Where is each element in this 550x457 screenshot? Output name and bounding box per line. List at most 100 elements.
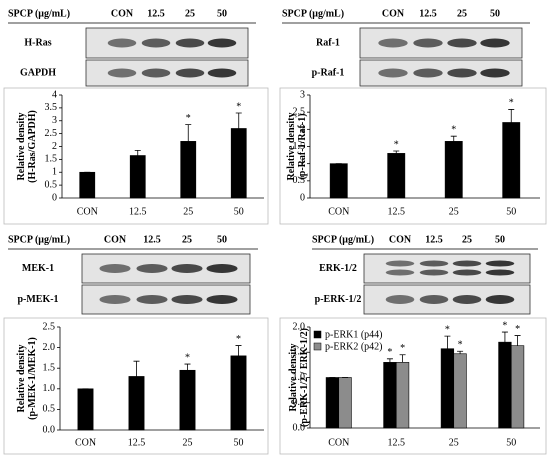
bar [179, 369, 196, 431]
band [206, 264, 238, 273]
lane-label: 12.5 [425, 234, 443, 245]
error-bar [457, 350, 464, 354]
legend-label: p-ERK1 (p44) [325, 329, 383, 340]
band [107, 68, 137, 78]
band [378, 38, 408, 48]
blot-header: SPCP (μg/mL) [282, 8, 344, 19]
band [206, 295, 238, 304]
bar [77, 388, 94, 431]
band [419, 295, 449, 304]
error-bar [386, 358, 393, 363]
y-tick-label: 2.5 [293, 106, 306, 117]
band [141, 68, 171, 78]
y-axis-label-line: Relative density [288, 343, 299, 411]
bar [498, 341, 512, 429]
significance-marker: * [236, 334, 241, 345]
lane-label: 50 [217, 8, 227, 19]
band [207, 68, 237, 78]
significance-marker: * [502, 320, 507, 331]
x-tick-label: 50 [506, 437, 516, 448]
blot-header: SPCP (μg/mL) [8, 234, 70, 245]
band [452, 295, 482, 304]
blot-header: SPCP (μg/mL) [312, 234, 374, 245]
lane-label: 25 [462, 234, 472, 245]
y-axis-label-line: (H-Ras/GAPDH) [27, 110, 38, 183]
x-tick-label: 50 [506, 206, 516, 217]
band [419, 260, 449, 267]
band [99, 295, 131, 304]
blot-row-label: p-Raf-1 [312, 67, 345, 78]
chart-frame [3, 317, 269, 455]
y-tick-label: 1.5 [43, 362, 56, 373]
y-tick-label: 0.0 [43, 424, 56, 435]
y-tick-label: 3 [52, 115, 57, 126]
lane-label: CON [111, 8, 134, 19]
y-tick-label: 2.5 [45, 128, 58, 139]
bar [129, 155, 146, 199]
bar [128, 376, 145, 431]
error-bar [235, 112, 242, 129]
error-bar [399, 354, 406, 363]
band [385, 269, 415, 276]
legend-swatch [313, 342, 322, 351]
x-tick-label: 25 [449, 437, 459, 448]
y-tick-label: 1.5 [293, 141, 306, 152]
lane-label: 25 [457, 8, 467, 19]
band [452, 260, 482, 267]
significance-marker: * [186, 113, 191, 124]
lane-label: 12.5 [419, 8, 437, 19]
y-axis-label: Relative density(p-Raf-1/Raf-1) [286, 112, 308, 180]
significance-marker: * [458, 340, 463, 351]
y-axis-label: Relative density(p-MEK-1/MEK-1) [16, 337, 38, 420]
bar [325, 377, 340, 429]
y-tick-label: 1.5 [45, 154, 58, 165]
significance-marker: * [515, 324, 520, 335]
band [385, 260, 415, 267]
bar [510, 345, 525, 429]
error-bar [508, 109, 515, 123]
band [480, 38, 510, 48]
significance-marker: * [400, 343, 405, 354]
x-tick-label: CON [75, 437, 96, 448]
x-tick-label: 25 [183, 206, 193, 217]
y-axis-label-line: (p-MEK-1/MEK-1) [27, 337, 38, 420]
significance-marker: * [236, 101, 241, 112]
x-tick-label: CON [77, 206, 98, 217]
y-tick-label: 2 [52, 141, 57, 152]
x-tick-label: 12.5 [388, 437, 406, 448]
y-tick-label: 0.5 [45, 179, 58, 190]
chart-frame [3, 87, 269, 225]
x-tick-label: 12.5 [388, 206, 406, 217]
bar [230, 128, 247, 199]
band [485, 269, 515, 276]
y-axis-label: Relative density(H-Ras/GAPDH) [16, 110, 38, 183]
error-bar [133, 360, 140, 377]
bar [383, 362, 397, 429]
blot-row-label: MEK-1 [22, 263, 54, 274]
y-axis-label-line: (p-ERK-1/2 / ERK-1/2) [299, 328, 310, 427]
band [447, 38, 477, 48]
y-axis-label-line: Relative density [16, 112, 27, 180]
blot-strip [363, 253, 531, 284]
lane-label: 12.5 [147, 8, 165, 19]
x-tick-label: 50 [234, 437, 244, 448]
band [485, 295, 515, 304]
significance-marker: * [509, 98, 514, 109]
blot-row-label: p-ERK-1/2 [315, 294, 362, 305]
error-bar [450, 135, 457, 142]
error-bar [514, 335, 521, 346]
error-bar [393, 150, 400, 154]
y-tick-label: 0 [52, 192, 57, 203]
legend-swatch [313, 330, 322, 339]
y-tick-label: 1.5 [293, 347, 306, 358]
x-tick-label: 25 [449, 206, 459, 217]
band [107, 38, 137, 48]
bar [230, 355, 247, 431]
y-tick-label: 1.0 [43, 383, 56, 394]
bar [180, 141, 197, 199]
legend-label: p-ERK2 (p42) [325, 341, 383, 352]
blot-row-label: Raf-1 [316, 37, 340, 48]
y-tick-label: 1.0 [293, 372, 306, 383]
y-tick-label: 3.5 [45, 102, 58, 113]
band [419, 269, 449, 276]
